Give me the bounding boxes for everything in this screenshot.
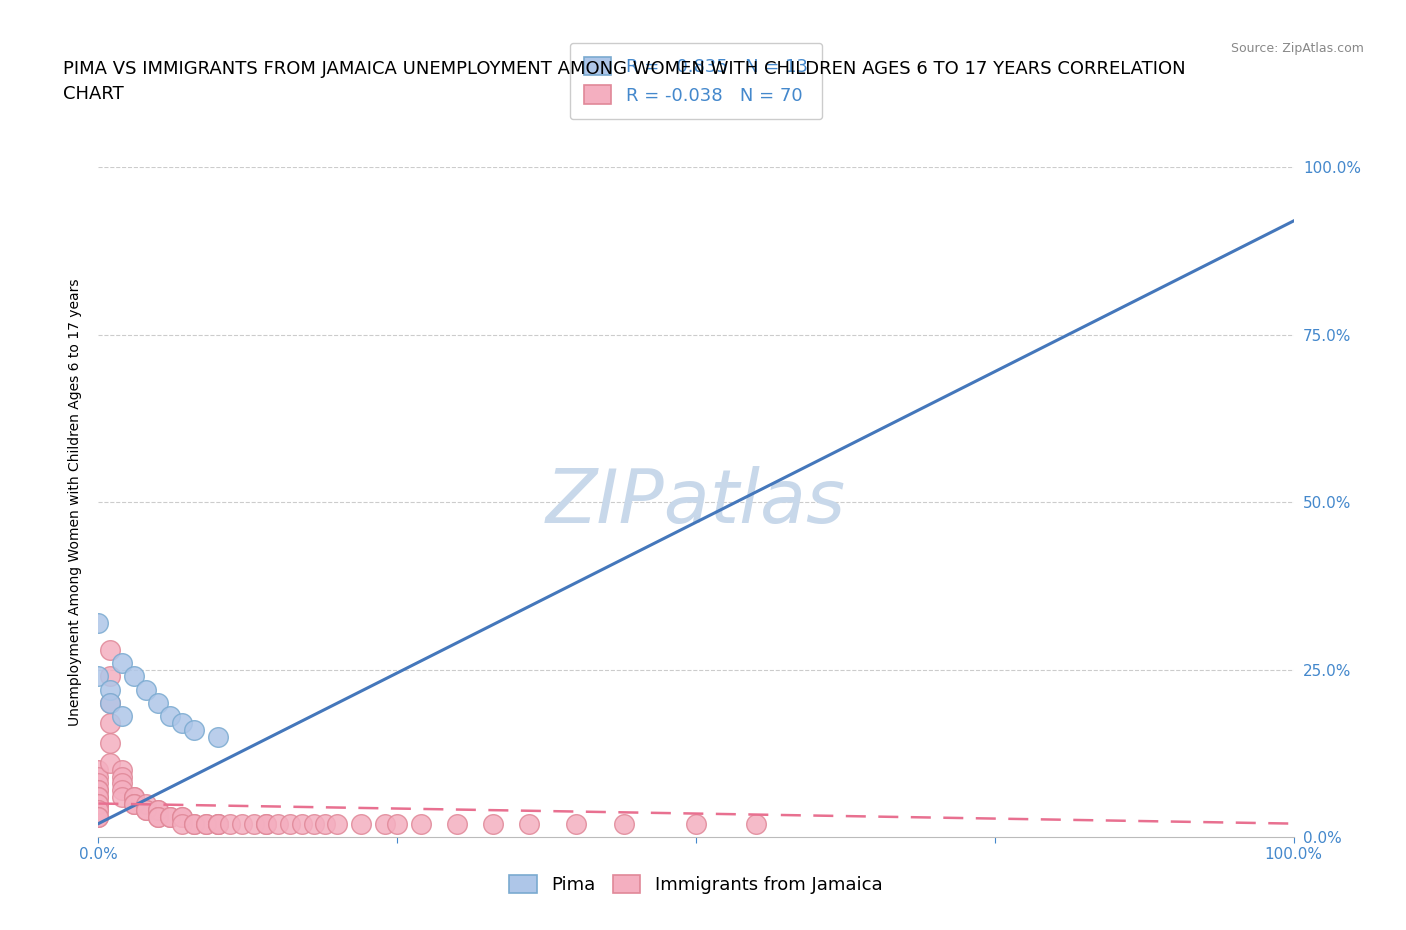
Point: [87, 783, 110, 798]
Point: [87, 796, 110, 811]
Point: [446, 817, 468, 831]
Point: [98, 642, 122, 657]
Point: [159, 809, 181, 824]
Point: [111, 656, 134, 671]
Point: [111, 709, 134, 724]
Point: [98, 756, 122, 771]
Point: [315, 817, 337, 831]
Text: PIMA VS IMMIGRANTS FROM JAMAICA UNEMPLOYMENT AMONG WOMEN WITH CHILDREN AGES 6 TO: PIMA VS IMMIGRANTS FROM JAMAICA UNEMPLOY…: [63, 60, 1185, 103]
Point: [87, 763, 110, 777]
Point: [254, 817, 277, 831]
Point: [135, 796, 157, 811]
Point: [374, 817, 396, 831]
Point: [87, 669, 110, 684]
Point: [194, 817, 218, 831]
Point: [124, 796, 146, 811]
Point: [302, 817, 325, 831]
Point: [207, 729, 229, 744]
Point: [565, 817, 588, 831]
Point: [254, 817, 277, 831]
Point: [87, 783, 110, 798]
Point: [745, 817, 768, 831]
Point: [172, 809, 194, 824]
Point: [172, 809, 194, 824]
Point: [148, 809, 170, 824]
Point: [87, 790, 110, 804]
Point: [87, 616, 110, 631]
Point: [243, 817, 266, 831]
Point: [87, 809, 110, 824]
Point: [194, 817, 218, 831]
Point: [481, 817, 505, 831]
Point: [111, 776, 134, 790]
Point: [278, 817, 301, 831]
Y-axis label: Unemployment Among Women with Children Ages 6 to 17 years: Unemployment Among Women with Children A…: [69, 278, 83, 726]
Point: [124, 796, 146, 811]
Point: [207, 817, 229, 831]
Point: [517, 817, 540, 831]
Point: [98, 716, 122, 731]
Point: [207, 817, 229, 831]
Point: [183, 723, 205, 737]
Point: [172, 716, 194, 731]
Point: [87, 790, 110, 804]
Point: [685, 817, 707, 831]
Point: [87, 803, 110, 817]
Point: [124, 790, 146, 804]
Point: [172, 817, 194, 831]
Point: [148, 696, 170, 711]
Point: [135, 803, 157, 817]
Point: [111, 763, 134, 777]
Point: [148, 809, 170, 824]
Point: [98, 696, 122, 711]
Point: [111, 783, 134, 798]
Point: [135, 683, 157, 698]
Point: [613, 817, 636, 831]
Point: [87, 803, 110, 817]
Legend: Pima, Immigrants from Jamaica: Pima, Immigrants from Jamaica: [495, 860, 897, 909]
Point: [267, 817, 290, 831]
Point: [183, 817, 205, 831]
Point: [385, 817, 409, 831]
Point: [159, 809, 181, 824]
Point: [111, 769, 134, 784]
Point: [98, 683, 122, 698]
Point: [98, 696, 122, 711]
Point: [183, 817, 205, 831]
Point: [411, 817, 433, 831]
Point: [135, 803, 157, 817]
Point: [231, 817, 253, 831]
Point: [159, 709, 181, 724]
Text: Source: ZipAtlas.com: Source: ZipAtlas.com: [1230, 42, 1364, 55]
Point: [148, 803, 170, 817]
Point: [87, 776, 110, 790]
Point: [219, 817, 242, 831]
Text: ZIPatlas: ZIPatlas: [546, 466, 846, 538]
Point: [148, 803, 170, 817]
Point: [124, 790, 146, 804]
Point: [87, 769, 110, 784]
Point: [124, 669, 146, 684]
Point: [111, 790, 134, 804]
Point: [350, 817, 373, 831]
Point: [87, 809, 110, 824]
Point: [207, 817, 229, 831]
Point: [326, 817, 349, 831]
Point: [291, 817, 314, 831]
Point: [87, 796, 110, 811]
Point: [98, 736, 122, 751]
Point: [98, 669, 122, 684]
